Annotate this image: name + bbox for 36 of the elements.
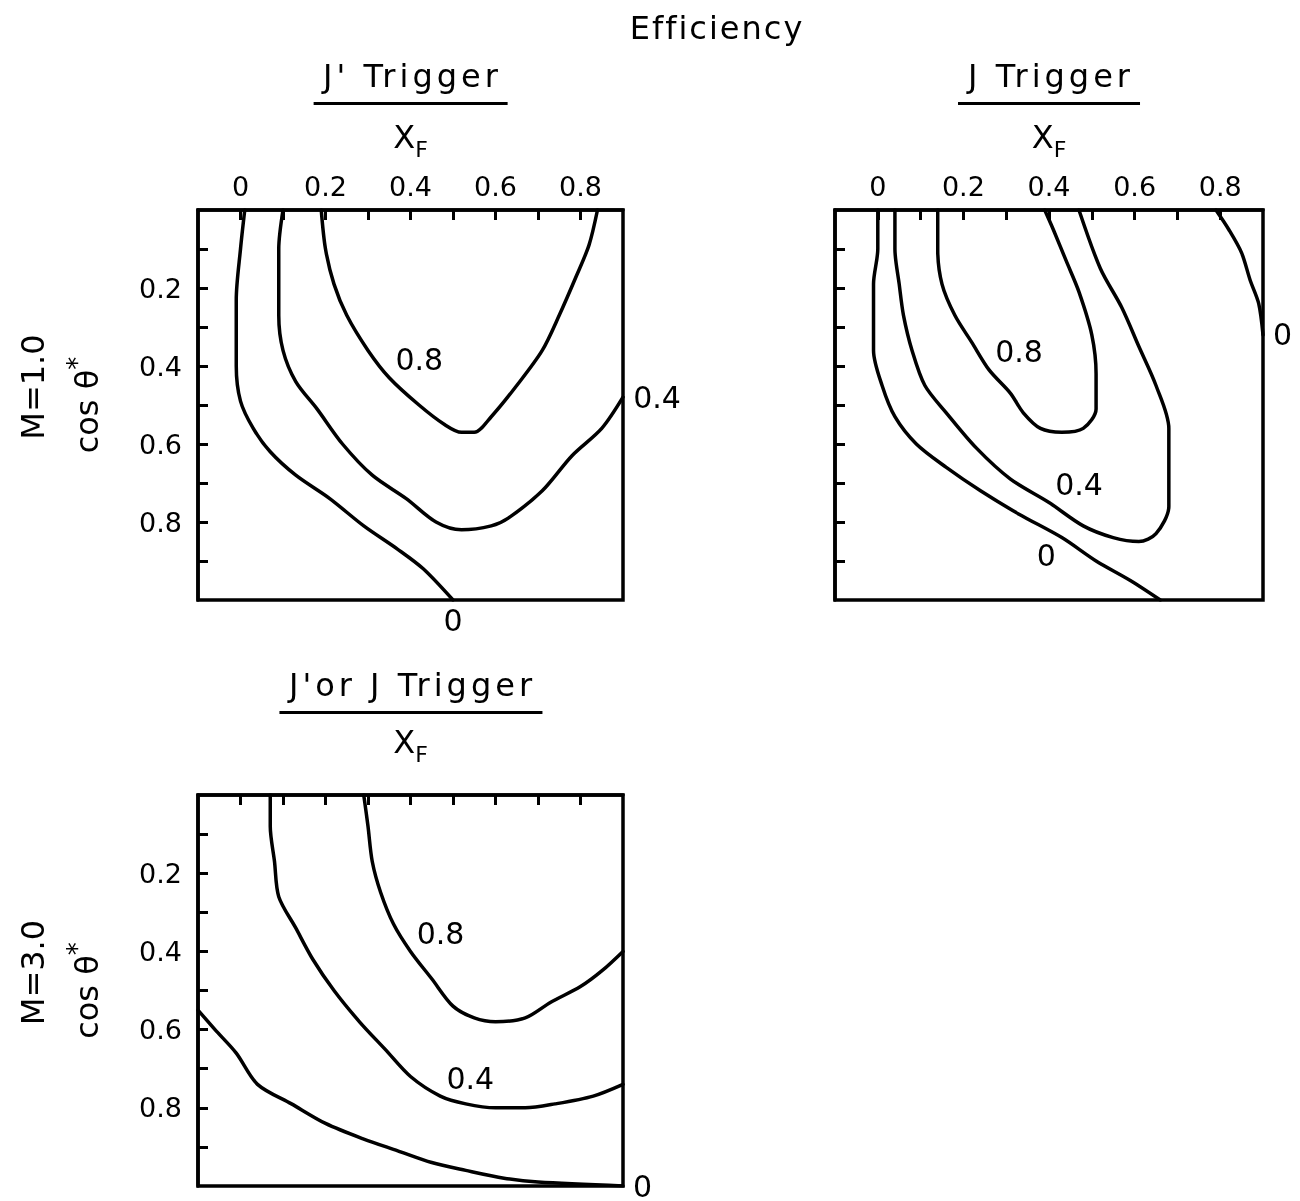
x-tick-label: 0.6 xyxy=(1113,171,1157,202)
y-axis-title: cos θ* xyxy=(62,356,106,454)
y-tick-label: 0.6 xyxy=(139,1014,182,1046)
x-tick-label: 0.4 xyxy=(389,171,432,202)
x-tick-label: 0.4 xyxy=(1027,171,1071,202)
annotation: 0.8 xyxy=(995,334,1043,370)
annotation: 0 xyxy=(443,602,463,638)
chart-subtitle: J' Trigger xyxy=(313,57,508,105)
text: M=1.0 xyxy=(14,334,52,440)
chart-subtitle: J Trigger xyxy=(958,57,1140,105)
chart-subtitle: J'or J Trigger xyxy=(278,666,543,714)
x-tick-label: 0.8 xyxy=(559,171,602,202)
x-tick-label: 0.2 xyxy=(941,171,985,202)
text: Efficiency xyxy=(629,8,805,48)
y-tick-label: 0.8 xyxy=(139,506,182,538)
text: M=3.0 xyxy=(14,919,52,1026)
y-tick-label: 0.2 xyxy=(139,857,182,889)
y-tick-label: 0.4 xyxy=(139,350,182,382)
y-tick-label: 0.2 xyxy=(139,272,182,304)
annotation: 0 xyxy=(1036,538,1056,574)
x-tick-label: 0.6 xyxy=(474,171,517,202)
y-tick-label: 0.8 xyxy=(139,1092,182,1124)
y-tick-label: 0.4 xyxy=(139,935,182,967)
annotation: 0.4 xyxy=(1055,467,1103,502)
x-tick-label: 0 xyxy=(869,171,887,202)
y-tick-label: 0.6 xyxy=(139,428,182,460)
annotation: 0.4 xyxy=(446,1060,495,1096)
y-axis-title: cos θ* xyxy=(62,942,106,1039)
x-tick-label: 0 xyxy=(231,171,250,202)
annotation: 0 xyxy=(633,1168,653,1201)
annotation: 0.8 xyxy=(416,915,465,951)
x-tick-label: 0.8 xyxy=(1198,171,1242,202)
annotation: 0.8 xyxy=(395,342,444,378)
annotation: 0.4 xyxy=(633,379,681,415)
x-tick-label: 0.2 xyxy=(304,171,347,202)
annotation: 0 xyxy=(1273,317,1293,353)
